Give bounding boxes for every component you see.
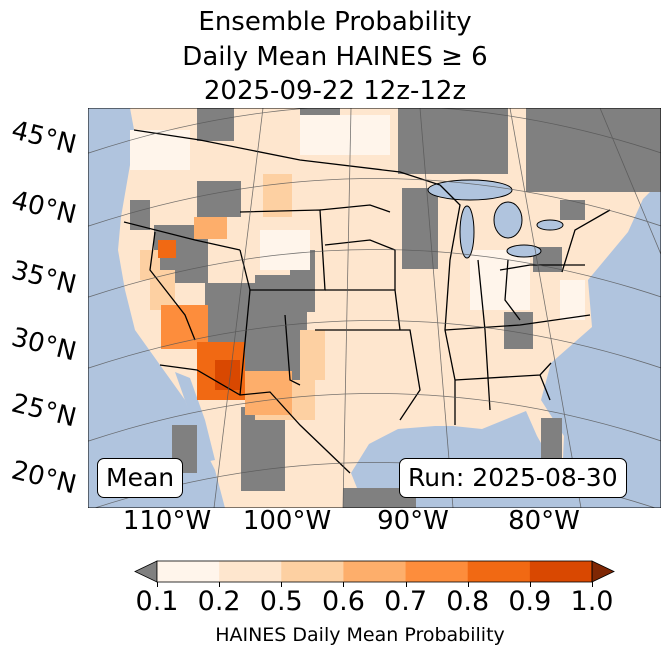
longitude-line <box>509 108 582 508</box>
colorbar-over-arrow <box>591 560 615 583</box>
lon-label-110w: 110°W <box>122 506 212 536</box>
colorbar-segment <box>157 561 220 582</box>
run-date-box: Run: 2025-08-30 <box>399 458 627 498</box>
probability-patch <box>300 330 325 380</box>
colorbar-under-arrow <box>134 560 158 583</box>
lat-label-35n: 35°N <box>8 255 80 301</box>
colorbar-tick-mark <box>219 582 221 587</box>
probability-patch <box>158 240 176 258</box>
lat-label-45n: 45°N <box>8 115 80 161</box>
colorbar-segment <box>467 561 531 582</box>
colorbar-tick-mark <box>467 582 469 587</box>
lake-superior <box>427 179 513 201</box>
colorbar-tick-mark <box>157 582 158 587</box>
colorbar-tick-label: 0.6 <box>321 586 365 617</box>
lat-label-40n: 40°N <box>8 185 80 231</box>
probability-patch <box>197 108 234 141</box>
probability-patch <box>470 250 530 310</box>
latitude-line <box>88 393 661 442</box>
colorbar-tick-mark <box>405 582 407 587</box>
colorbar-segment <box>343 561 407 582</box>
colorbar-tick-label: 0.5 <box>259 586 303 617</box>
probability-map <box>88 108 661 508</box>
colorbar <box>134 560 615 583</box>
probability-patch <box>150 270 175 310</box>
lat-label-20n: 20°N <box>8 455 80 501</box>
great-lakes <box>427 179 564 259</box>
probability-patch <box>255 275 315 312</box>
colorbar-tick-mark <box>529 582 531 587</box>
lake-erie <box>506 244 542 258</box>
latitude-line <box>88 249 661 298</box>
colorbar-tick-label: 0.7 <box>384 586 428 617</box>
probability-patch <box>241 407 285 491</box>
lon-label-100w: 100°W <box>242 506 332 536</box>
colorbar-tick-mark <box>592 582 593 587</box>
probability-patch <box>215 360 240 390</box>
longitude-line <box>342 108 352 508</box>
colorbar-tick-label: 0.2 <box>197 586 241 617</box>
title-line-1: Ensemble Probability <box>198 7 472 37</box>
colorbar-tick-label: 0.1 <box>135 586 179 617</box>
probability-patch <box>526 108 661 192</box>
colorbar-tick-label: 0.9 <box>508 586 552 617</box>
lake-michigan <box>459 205 475 259</box>
colorbar-tick-label: 1.0 <box>570 586 614 617</box>
lon-label-80w: 80°W <box>508 506 580 536</box>
colorbar-segment <box>405 561 469 582</box>
probability-patch <box>263 174 292 217</box>
panel-label-box: Mean <box>97 458 184 498</box>
colorbar-segment <box>219 561 282 582</box>
longitude-line <box>213 108 264 508</box>
gulf-of-california <box>175 372 215 462</box>
probability-patch <box>541 418 562 466</box>
colorbar-segment <box>281 561 344 582</box>
probability-patch <box>130 130 190 170</box>
probability-patch <box>194 217 227 239</box>
lon-label-90w: 90°W <box>377 506 449 536</box>
lat-label-25n: 25°N <box>8 388 80 434</box>
probability-patch <box>260 230 310 270</box>
probability-patch <box>560 280 585 320</box>
state-borders <box>123 129 611 474</box>
probability-patch <box>560 200 585 220</box>
latitude-line <box>88 108 661 154</box>
colorbar-tick-mark <box>281 582 283 587</box>
longitude-line <box>599 108 661 256</box>
graticule <box>88 108 661 508</box>
latitude-line <box>88 178 661 227</box>
colorbar-tick-label: 0.8 <box>446 586 490 617</box>
lake-huron <box>493 201 523 239</box>
latitude-line <box>88 320 661 369</box>
probability-patch <box>343 488 416 508</box>
lat-label-30n: 30°N <box>8 322 80 368</box>
probability-patch <box>398 108 508 174</box>
colorbar-segment <box>529 561 593 582</box>
lake-ontario <box>536 219 564 231</box>
probability-patch <box>197 181 241 217</box>
title-line-3: 2025-09-22 12z-12z <box>203 76 467 106</box>
title-line-2: Daily Mean HAINES ≥ 6 <box>182 42 488 72</box>
colorbar-tick-mark <box>343 582 345 587</box>
colorbar-label: HAINES Daily Mean Probability <box>215 624 505 646</box>
probability-patch <box>300 115 390 155</box>
longitude-line <box>419 108 454 508</box>
probability-patch <box>130 200 150 230</box>
